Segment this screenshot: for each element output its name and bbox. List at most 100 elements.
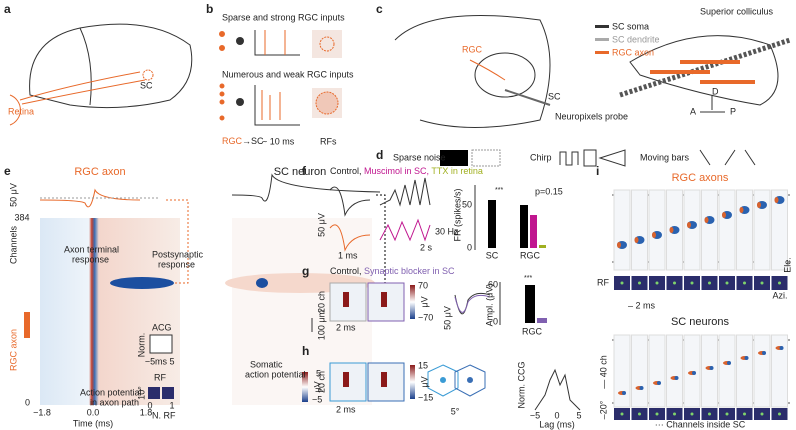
waveform-blob bbox=[779, 346, 784, 350]
label: 1.8 bbox=[140, 407, 153, 417]
label-part: → bbox=[242, 136, 251, 146]
label: 20 ch bbox=[316, 291, 326, 313]
label: Channels bbox=[8, 225, 18, 264]
label: −5 bbox=[145, 356, 155, 366]
waveform-blob bbox=[622, 391, 626, 395]
label: i bbox=[596, 164, 599, 178]
label: *** bbox=[524, 275, 532, 282]
rf-dot bbox=[620, 281, 624, 285]
label: SC bbox=[548, 91, 561, 101]
graphic-polygon bbox=[427, 364, 459, 397]
label: RF bbox=[154, 372, 166, 382]
waveform-blob bbox=[722, 212, 726, 218]
label: 15 bbox=[418, 360, 428, 370]
graphic-line bbox=[504, 89, 551, 106]
strip bbox=[613, 189, 631, 271]
graphic-rect bbox=[381, 292, 387, 307]
strip bbox=[701, 189, 718, 271]
graphic-rect bbox=[537, 318, 547, 323]
graphic-circle bbox=[467, 377, 473, 383]
strip bbox=[753, 334, 771, 408]
graphic-circle bbox=[315, 91, 339, 115]
strip bbox=[771, 189, 788, 271]
graphic-path bbox=[372, 194, 386, 284]
graphic-ellipse bbox=[110, 277, 174, 289]
graphic-path bbox=[329, 224, 371, 252]
label-part: RGC bbox=[222, 136, 243, 146]
label: −5 bbox=[312, 394, 322, 404]
label: 384 bbox=[14, 212, 29, 222]
label: Chirp bbox=[530, 152, 552, 162]
graphic-path bbox=[9, 94, 21, 126]
label: SC bbox=[486, 250, 499, 260]
rf-dot bbox=[743, 412, 746, 416]
graphic-path bbox=[79, 27, 92, 106]
label: response bbox=[158, 259, 195, 269]
label: Numerous and weak RGC inputs bbox=[222, 69, 354, 79]
label: Moving bars bbox=[640, 152, 690, 162]
label: 30 Hz bbox=[435, 226, 459, 236]
label: 5 bbox=[576, 410, 581, 420]
label: Ele. bbox=[782, 257, 792, 273]
label-part: Control, bbox=[330, 266, 364, 276]
strip bbox=[736, 189, 753, 271]
graphic-rect bbox=[162, 387, 174, 399]
label: −5 bbox=[530, 410, 540, 420]
graphic-rect bbox=[471, 149, 501, 167]
label: a bbox=[4, 2, 11, 16]
label: P bbox=[730, 106, 736, 116]
label: Retina bbox=[8, 106, 34, 116]
graphic-path bbox=[454, 294, 491, 313]
waveform-blob bbox=[617, 242, 621, 248]
label: d bbox=[376, 148, 383, 162]
waveform-blob bbox=[634, 237, 639, 243]
rf-dot bbox=[690, 281, 694, 285]
label: ms bbox=[155, 356, 167, 366]
label: Axon terminal bbox=[64, 244, 119, 254]
graphic-path bbox=[394, 15, 551, 128]
strip bbox=[718, 334, 736, 408]
graphic-rect bbox=[520, 205, 528, 248]
rf-dot bbox=[690, 412, 694, 416]
label: action potential bbox=[245, 369, 306, 379]
label: g bbox=[302, 264, 309, 278]
graphic-path bbox=[559, 149, 626, 167]
graphic-rect bbox=[381, 372, 387, 387]
waveform-blob bbox=[774, 197, 779, 203]
label: 50 bbox=[462, 199, 472, 209]
graphic-path bbox=[699, 149, 756, 166]
label: 0 bbox=[554, 410, 559, 420]
label: 100 μm bbox=[316, 310, 326, 340]
graphic-polygon bbox=[454, 364, 486, 397]
waveform-blob bbox=[704, 217, 709, 223]
label: −70 bbox=[418, 312, 433, 322]
label: Ampl. (μV) bbox=[484, 284, 494, 327]
waveform-blob bbox=[739, 207, 744, 213]
label: 50 μV bbox=[8, 183, 18, 207]
graphic-path bbox=[700, 95, 725, 113]
label: p=0.15 bbox=[535, 186, 563, 196]
label: 1 bbox=[169, 400, 174, 410]
label: *** bbox=[495, 187, 503, 194]
graphic-rect bbox=[680, 60, 740, 64]
graphic-ellipse bbox=[474, 52, 536, 98]
waveform-blob bbox=[674, 376, 679, 380]
label: — 40 ch bbox=[598, 355, 608, 389]
label: Norm. CCG bbox=[516, 362, 526, 409]
graphic-path bbox=[19, 71, 146, 105]
strip bbox=[613, 334, 631, 408]
waveform-blob bbox=[692, 371, 696, 375]
strip bbox=[736, 334, 753, 408]
graphic-rect bbox=[525, 285, 535, 323]
group bbox=[219, 31, 225, 121]
label: 2 ms bbox=[336, 404, 356, 414]
label: – 2 ms bbox=[628, 300, 656, 310]
label-part: Muscimol in SC, bbox=[364, 166, 431, 176]
group bbox=[613, 189, 788, 420]
group bbox=[261, 30, 286, 120]
graphic-rect bbox=[530, 215, 537, 248]
waveform-blob bbox=[762, 351, 766, 355]
graphic-circle bbox=[219, 45, 225, 51]
waveform-blob bbox=[657, 381, 661, 385]
graphic-path bbox=[231, 173, 381, 202]
